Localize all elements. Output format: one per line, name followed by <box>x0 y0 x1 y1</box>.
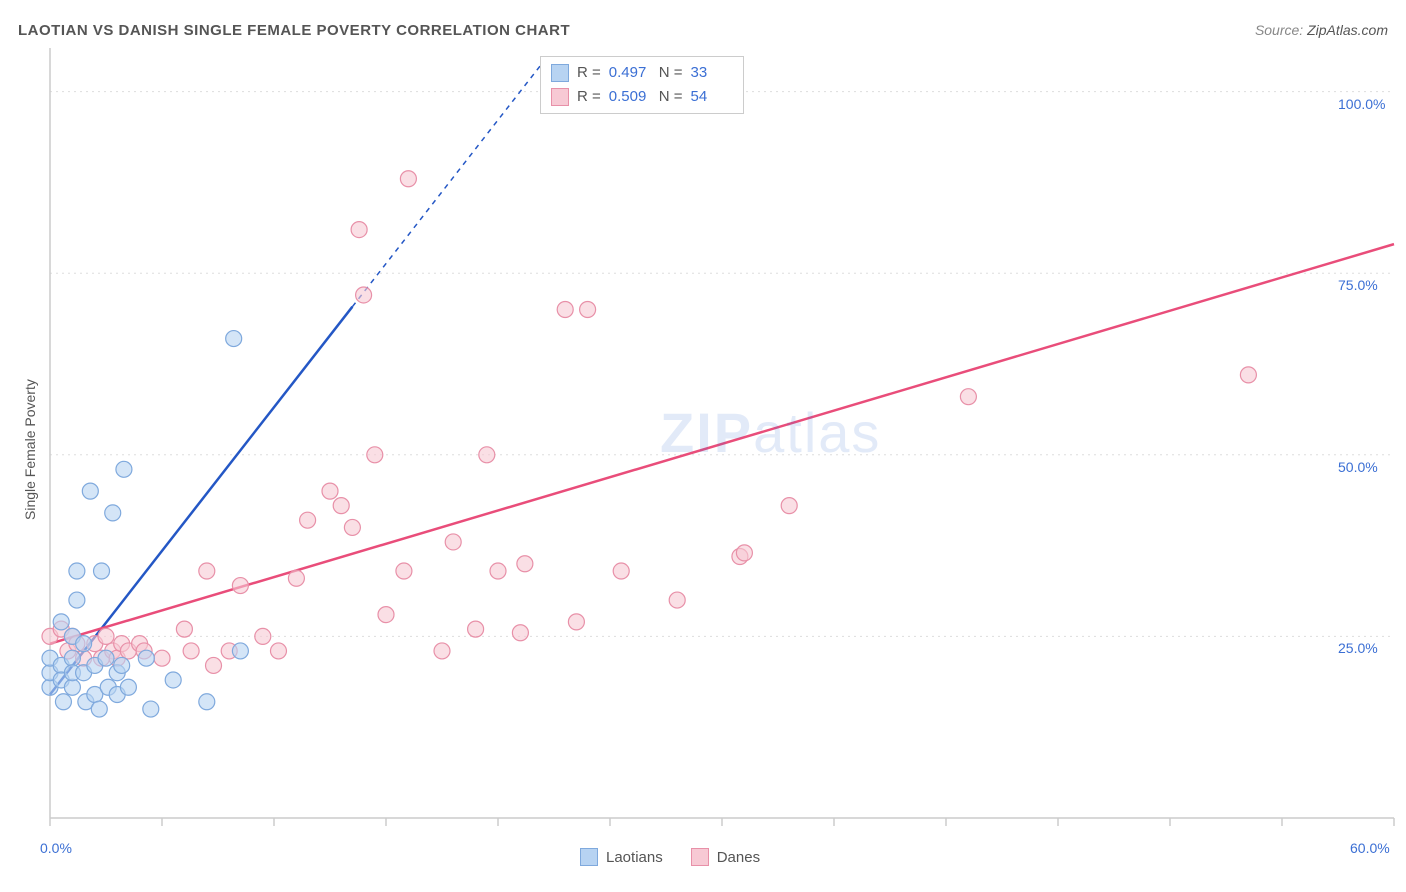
legend-label: Laotians <box>606 849 663 866</box>
watermark: ZIPatlas <box>660 400 881 465</box>
chart-container: LAOTIAN VS DANISH SINGLE FEMALE POVERTY … <box>0 0 1406 892</box>
legend-label: Danes <box>717 849 760 866</box>
watermark-atlas: atlas <box>753 401 881 464</box>
r-value: 0.497 <box>609 61 651 85</box>
legend-swatch-laotians <box>580 848 598 866</box>
legend-swatch-danes <box>691 848 709 866</box>
x-tick-label: 0.0% <box>40 840 72 856</box>
stats-row-danes: R = 0.509 N = 54 <box>551 85 733 109</box>
r-label: R = <box>577 85 601 109</box>
x-tick-label: 60.0% <box>1350 840 1390 856</box>
y-tick-label: 25.0% <box>1338 640 1378 656</box>
swatch-laotians <box>551 64 569 82</box>
swatch-danes <box>551 88 569 106</box>
watermark-zip: ZIP <box>660 401 753 464</box>
y-tick-label: 75.0% <box>1338 277 1378 293</box>
r-value: 0.509 <box>609 85 651 109</box>
n-value: 54 <box>691 85 733 109</box>
legend-item-laotians: Laotians <box>580 848 663 866</box>
stats-row-laotians: R = 0.497 N = 33 <box>551 61 733 85</box>
n-label: N = <box>659 61 683 85</box>
y-tick-label: 100.0% <box>1338 96 1385 112</box>
stats-legend-box: R = 0.497 N = 33 R = 0.509 N = 54 <box>540 56 744 114</box>
n-value: 33 <box>691 61 733 85</box>
series-legend: Laotians Danes <box>580 848 760 866</box>
n-label: N = <box>659 85 683 109</box>
y-tick-label: 50.0% <box>1338 459 1378 475</box>
legend-item-danes: Danes <box>691 848 760 866</box>
r-label: R = <box>577 61 601 85</box>
